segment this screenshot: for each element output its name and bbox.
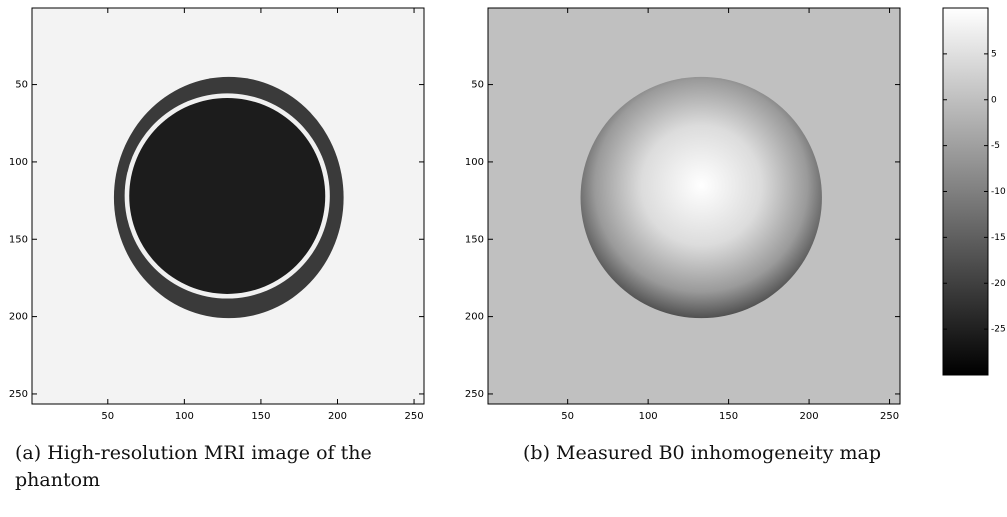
colorbar-tick-label: -10: [991, 187, 1006, 197]
x-tick-label: 200: [800, 411, 819, 422]
x-tick-label: 150: [251, 411, 270, 422]
y-tick-label: 200: [9, 312, 28, 323]
y-tick-label: 100: [465, 157, 484, 168]
colorbar-tick-label: -15: [991, 233, 1006, 243]
y-tick-label: 100: [9, 157, 28, 168]
axes-box: [31, 7, 425, 405]
y-tick-label: 50: [471, 80, 484, 91]
y-tick-label: 150: [465, 234, 484, 245]
y-tick-label: 150: [9, 234, 28, 245]
x-tick-label: 250: [880, 411, 899, 422]
x-tick-label: 200: [328, 411, 347, 422]
colorbar-tick-label: -5: [991, 141, 1000, 151]
colorbar-tick-label: 0: [991, 95, 997, 105]
colorbar-tick-label: -25: [991, 325, 1006, 335]
axes-box: [487, 7, 901, 405]
y-tick-label: 200: [465, 312, 484, 323]
y-tick-label: 250: [9, 389, 28, 400]
x-tick-label: 100: [175, 411, 194, 422]
caption-b: (b) Measured B0 inhomogeneity map: [523, 442, 881, 464]
caption-a: (a) High-resolution MRI image of the pha…: [15, 442, 372, 491]
x-tick-label: 250: [405, 411, 424, 422]
x-tick-label: 50: [101, 411, 114, 422]
colorbar-tick-label: 5: [991, 49, 997, 59]
x-tick-label: 50: [561, 411, 574, 422]
y-tick-label: 50: [15, 80, 28, 91]
x-tick-label: 100: [639, 411, 658, 422]
colorbar-tick-label: -20: [991, 279, 1006, 289]
phantom-core: [129, 97, 326, 294]
x-tick-label: 150: [719, 411, 738, 422]
colorbar: [942, 7, 989, 376]
field-map: [580, 76, 822, 319]
y-tick-label: 250: [465, 389, 484, 400]
